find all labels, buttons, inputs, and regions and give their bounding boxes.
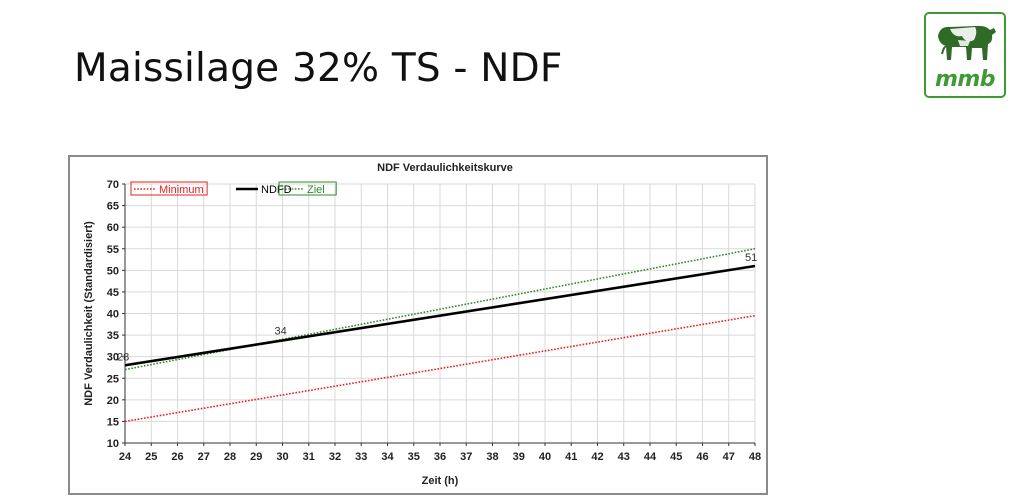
series-line-ndfd [124, 264, 756, 367]
x-tick-label: 42 [591, 451, 603, 463]
ndf-chart-svg: 24 25 26 27 28 29 30 31 32 33 34 35 36 37 38 39 40 41 42 43… [83, 162, 761, 487]
y-tick-label: 55 [107, 244, 119, 256]
logo-text: mmb [934, 67, 996, 92]
x-tick-label: 26 [171, 451, 183, 463]
x-tick-label: 34 [381, 451, 394, 463]
x-tick-label: 27 [198, 451, 210, 463]
x-tick-label: 45 [670, 451, 682, 463]
x-tick-label: 47 [723, 451, 735, 463]
x-tick-label: 31 [303, 451, 315, 463]
x-tick-label: 30 [276, 451, 288, 463]
data-label: 34 [275, 325, 287, 337]
y-tick-label: 10 [107, 438, 119, 450]
x-tick-label: 48 [749, 451, 761, 463]
y-tick-label: 35 [107, 330, 119, 342]
y-tick-label: 65 [107, 201, 119, 213]
cow-icon [938, 25, 996, 60]
y-axis-label: NDF Verdaulichkeit (Standardisiert) [83, 221, 95, 406]
data-label: 51 [745, 252, 757, 264]
legend-box-ziel [278, 181, 337, 196]
y-tick-label: 45 [107, 287, 119, 299]
chart-title: NDF Verdaulichkeitskurve [377, 162, 513, 174]
x-tick-label: 46 [696, 451, 708, 463]
x-tick-label: 41 [565, 451, 577, 463]
legend-box-minimum [130, 181, 208, 196]
x-tick-label: 39 [513, 451, 525, 463]
legend-label-ziel: Ziel [307, 184, 325, 196]
x-tick-label: 24 [119, 451, 132, 463]
x-tick-label: 29 [250, 451, 262, 463]
x-tick-label: 37 [460, 451, 472, 463]
x-tick-label: 33 [355, 451, 367, 463]
x-tick-label: 36 [434, 451, 446, 463]
x-tick-label: 40 [539, 451, 551, 463]
x-tick-label: 35 [408, 451, 420, 463]
x-tick-label: 25 [145, 451, 157, 463]
y-tick-label: 20 [107, 395, 119, 407]
y-tick-label: 40 [107, 309, 119, 321]
x-tick-label: 28 [224, 451, 236, 463]
y-tick-label: 50 [107, 265, 119, 277]
x-tick-label: 32 [329, 451, 341, 463]
x-tick-label: 38 [486, 451, 498, 463]
x-tick-label: 44 [644, 451, 657, 463]
legend-label-minimum: Minimum [159, 184, 204, 196]
y-tick-label: 25 [107, 373, 119, 385]
y-tick-label: 60 [107, 222, 119, 234]
y-tick-label: 30 [107, 352, 119, 364]
y-tick-label: 70 [107, 179, 119, 191]
data-label: 28 [117, 351, 129, 363]
page-title: Maissilage 32% TS - NDF [74, 46, 563, 91]
logo: mmb [924, 12, 1006, 98]
x-tick-label: 43 [618, 451, 630, 463]
series-line-minimum [124, 314, 756, 423]
y-tick-label: 15 [107, 416, 119, 428]
x-axis-label: Zeit (h) [422, 475, 459, 487]
chart: 24 25 26 27 28 29 30 31 32 33 34 35 36 37 38 39 40 41 42 43… [68, 155, 768, 495]
legend-label-ndfd: NDFD [261, 184, 292, 196]
